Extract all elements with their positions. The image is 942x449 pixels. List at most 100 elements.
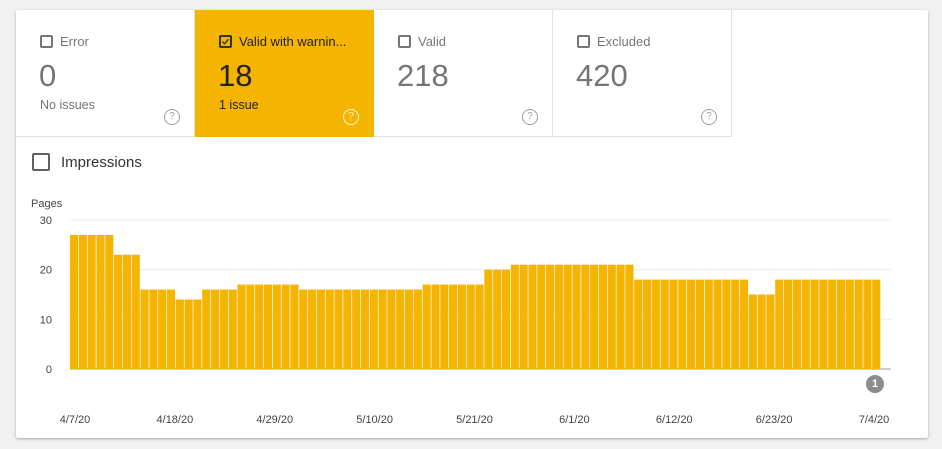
tile-error[interactable]: Error 0 No issues ? (16, 10, 195, 137)
checkbox[interactable] (398, 35, 411, 48)
bar[interactable] (228, 289, 237, 369)
bar[interactable] (828, 279, 837, 369)
bar[interactable] (775, 279, 784, 369)
bar[interactable] (784, 279, 793, 369)
bar[interactable] (687, 279, 696, 369)
bar[interactable] (546, 264, 555, 369)
bar[interactable] (731, 279, 740, 369)
bar[interactable] (387, 289, 396, 369)
bar[interactable] (678, 279, 687, 369)
bar[interactable] (634, 279, 643, 369)
bar[interactable] (299, 289, 308, 369)
bar[interactable] (237, 284, 246, 369)
bar[interactable] (158, 289, 167, 369)
bar[interactable] (457, 284, 466, 369)
bar[interactable] (246, 284, 255, 369)
bar[interactable] (343, 289, 352, 369)
bar[interactable] (272, 284, 281, 369)
impressions-checkbox[interactable] (32, 153, 50, 171)
bar[interactable] (854, 279, 863, 369)
bar[interactable] (78, 234, 87, 369)
tile-valid[interactable]: Valid 218 ? (374, 10, 553, 137)
bar[interactable] (96, 234, 105, 369)
bar[interactable] (748, 294, 757, 370)
bar[interactable] (70, 234, 79, 369)
bar[interactable] (819, 279, 828, 369)
bar[interactable] (369, 289, 378, 369)
bar[interactable] (836, 279, 846, 369)
bar[interactable] (219, 289, 228, 369)
bar[interactable] (722, 279, 731, 369)
bar[interactable] (308, 289, 317, 369)
bar[interactable] (713, 279, 722, 369)
bar[interactable] (290, 284, 299, 369)
bar[interactable] (766, 294, 775, 370)
bar[interactable] (202, 289, 211, 369)
bar[interactable] (316, 289, 325, 369)
bar[interactable] (325, 289, 334, 369)
bar[interactable] (863, 279, 872, 369)
bar[interactable] (695, 279, 704, 369)
bar[interactable] (255, 284, 264, 369)
bar[interactable] (122, 254, 132, 369)
bar[interactable] (484, 269, 493, 369)
bar[interactable] (501, 269, 511, 369)
bar[interactable] (352, 289, 361, 369)
bar[interactable] (281, 284, 290, 369)
bar[interactable] (669, 279, 678, 369)
bar[interactable] (590, 264, 599, 369)
bar[interactable] (739, 279, 749, 369)
bar[interactable] (554, 264, 563, 369)
tile-excluded[interactable]: Excluded 420 ? (553, 10, 732, 137)
bar[interactable] (651, 279, 660, 369)
bar[interactable] (149, 289, 158, 369)
bar[interactable] (140, 289, 149, 369)
bar[interactable] (449, 284, 458, 369)
bar[interactable] (466, 284, 475, 369)
bar[interactable] (493, 269, 502, 369)
bar[interactable] (378, 289, 387, 369)
bar[interactable] (625, 264, 634, 369)
bar[interactable] (519, 264, 528, 369)
bar[interactable] (404, 289, 414, 369)
bar[interactable] (581, 264, 590, 369)
bar[interactable] (757, 294, 766, 370)
checkbox[interactable] (40, 35, 53, 48)
bar[interactable] (642, 279, 652, 369)
bar[interactable] (413, 289, 422, 369)
bar[interactable] (810, 279, 819, 369)
bar[interactable] (537, 264, 546, 369)
bar[interactable] (598, 264, 608, 369)
bar[interactable] (510, 264, 519, 369)
tile-valid-with-warnings[interactable]: Valid with warnin... 18 1 issue ? (195, 10, 374, 137)
bar[interactable] (792, 279, 801, 369)
help-icon[interactable]: ? (164, 109, 180, 125)
bar[interactable] (105, 234, 114, 369)
bar[interactable] (704, 279, 713, 369)
help-icon[interactable]: ? (522, 109, 538, 125)
bar[interactable] (845, 279, 854, 369)
bar[interactable] (616, 264, 625, 369)
bar[interactable] (175, 299, 184, 369)
bar[interactable] (334, 289, 343, 369)
bar[interactable] (114, 254, 123, 369)
bar[interactable] (872, 279, 881, 369)
bar[interactable] (422, 284, 431, 369)
help-icon[interactable]: ? (701, 109, 717, 125)
bar[interactable] (263, 284, 273, 369)
annotation-marker[interactable]: 1 (866, 375, 884, 393)
bar[interactable] (166, 289, 176, 369)
impressions-toggle[interactable]: Impressions (32, 153, 142, 171)
bar[interactable] (131, 254, 140, 369)
bar[interactable] (211, 289, 220, 369)
bar[interactable] (431, 284, 440, 369)
bar[interactable] (475, 284, 484, 369)
bar[interactable] (563, 264, 572, 369)
bar[interactable] (528, 264, 537, 369)
help-icon[interactable]: ? (343, 109, 359, 125)
bar[interactable] (440, 284, 449, 369)
checkbox[interactable] (219, 35, 232, 48)
bar[interactable] (660, 279, 669, 369)
bar[interactable] (184, 299, 193, 369)
bar[interactable] (360, 289, 370, 369)
